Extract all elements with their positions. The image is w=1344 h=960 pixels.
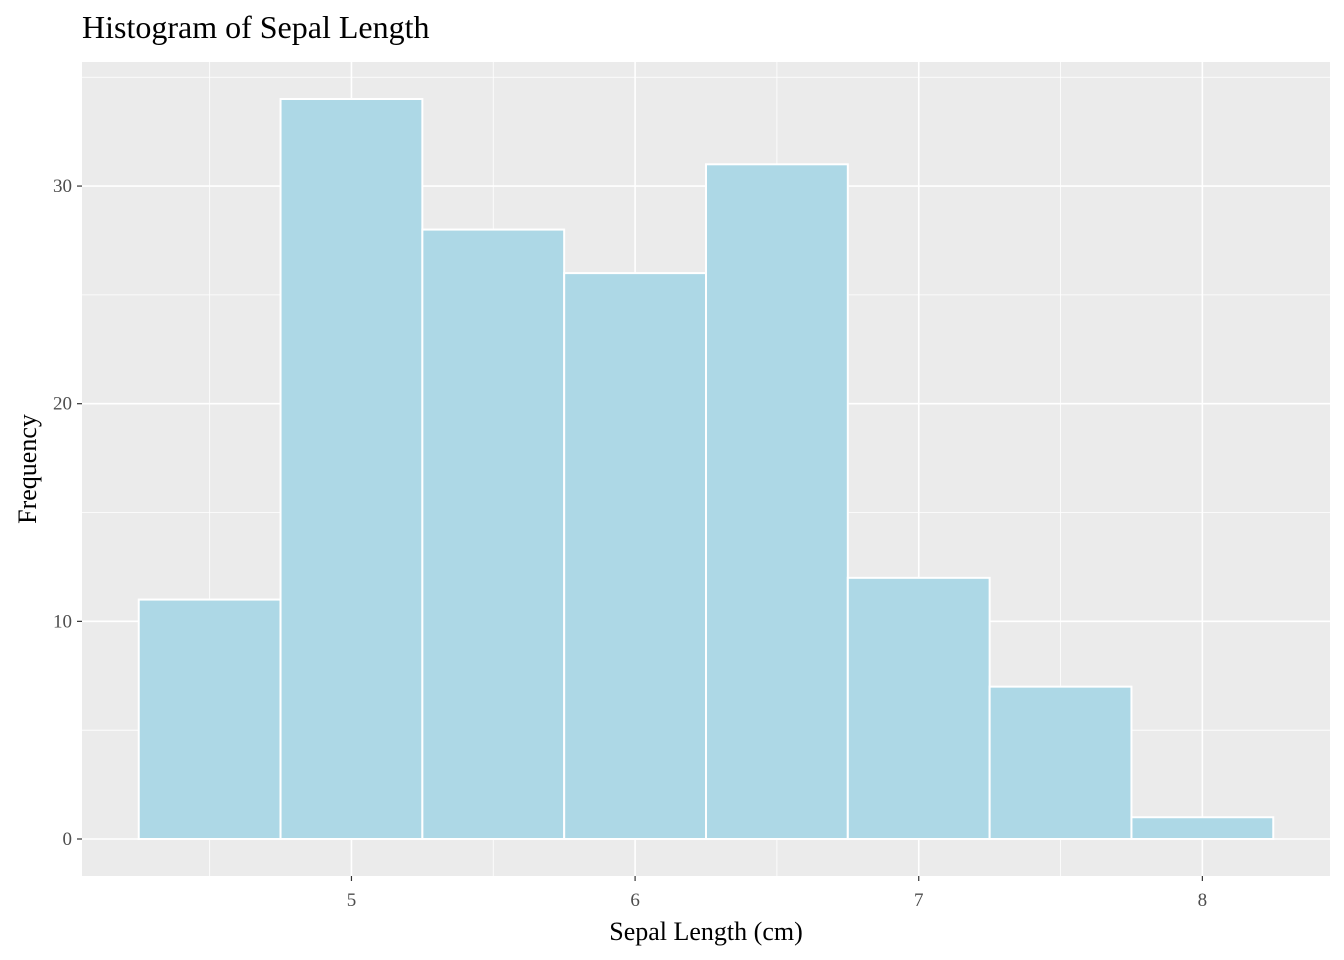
x-tick-label-2: 7 — [914, 890, 924, 911]
y-tick-label-0: 0 — [63, 829, 73, 850]
x-tick-label-0: 5 — [347, 890, 357, 911]
histogram-bar-5 — [846, 576, 991, 841]
x-axis-title: Sepal Length (cm) — [609, 917, 803, 946]
histogram-bar-4 — [705, 163, 849, 840]
y-axis-title: Frequency — [13, 414, 42, 524]
histogram-bar-2 — [421, 228, 566, 840]
x-tick-label-1: 6 — [630, 890, 640, 911]
histogram-bar-7 — [1130, 816, 1275, 840]
y-tick-label-3: 30 — [53, 176, 72, 197]
histogram-bar-0 — [137, 598, 282, 841]
y-tick-label-1: 10 — [53, 611, 72, 632]
chart-title: Histogram of Sepal Length — [82, 9, 429, 45]
x-tick-label-3: 8 — [1198, 890, 1208, 911]
histogram-bar-3 — [563, 272, 707, 840]
histogram-bar-6 — [988, 685, 1133, 840]
histogram-bars — [137, 98, 1275, 841]
y-tick-label-2: 20 — [53, 394, 72, 415]
axes: 0 10 20 30 5 6 7 8 — [53, 176, 1207, 911]
histogram-bar-1 — [279, 98, 424, 840]
